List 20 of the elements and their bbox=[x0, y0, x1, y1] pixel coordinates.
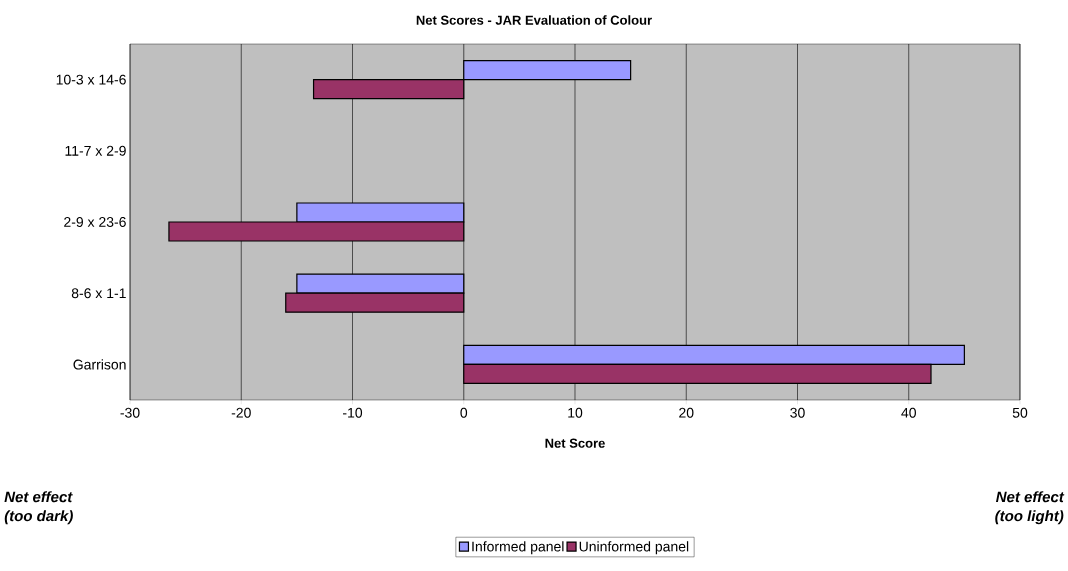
y-tick-label: 10-3 x 14-6 bbox=[56, 74, 126, 85]
text: Net effect (too dark) bbox=[4, 491, 73, 525]
text: Net effect (too light) bbox=[995, 491, 1065, 525]
chart-title: Net Scores - JAR Evaluation of Colour bbox=[416, 15, 652, 25]
y-tick-label: 11-7 x 2-9 bbox=[65, 145, 126, 156]
x-axis-title: Net Score bbox=[545, 438, 605, 448]
x-tick-label: -20 bbox=[231, 407, 251, 418]
y-tick-label: 2-9 x 23-6 bbox=[64, 217, 126, 227]
x-tick-label: 40 bbox=[901, 407, 916, 418]
x-tick-label: -30 bbox=[120, 407, 140, 418]
legend-label: Uninformed panel bbox=[579, 541, 689, 555]
x-tick-label: 10 bbox=[568, 407, 583, 418]
legend-label: Informed panel bbox=[472, 541, 564, 555]
x-tick-label: 30 bbox=[790, 407, 805, 418]
y-tick-label: 8-6 x 1-1 bbox=[71, 288, 126, 299]
y-tick-label: Garrison bbox=[73, 359, 126, 370]
x-tick-label: 50 bbox=[1012, 407, 1028, 418]
x-tick-label: 0 bbox=[460, 407, 468, 418]
x-tick-label: 20 bbox=[679, 407, 694, 418]
x-tick-label: -10 bbox=[343, 407, 363, 418]
